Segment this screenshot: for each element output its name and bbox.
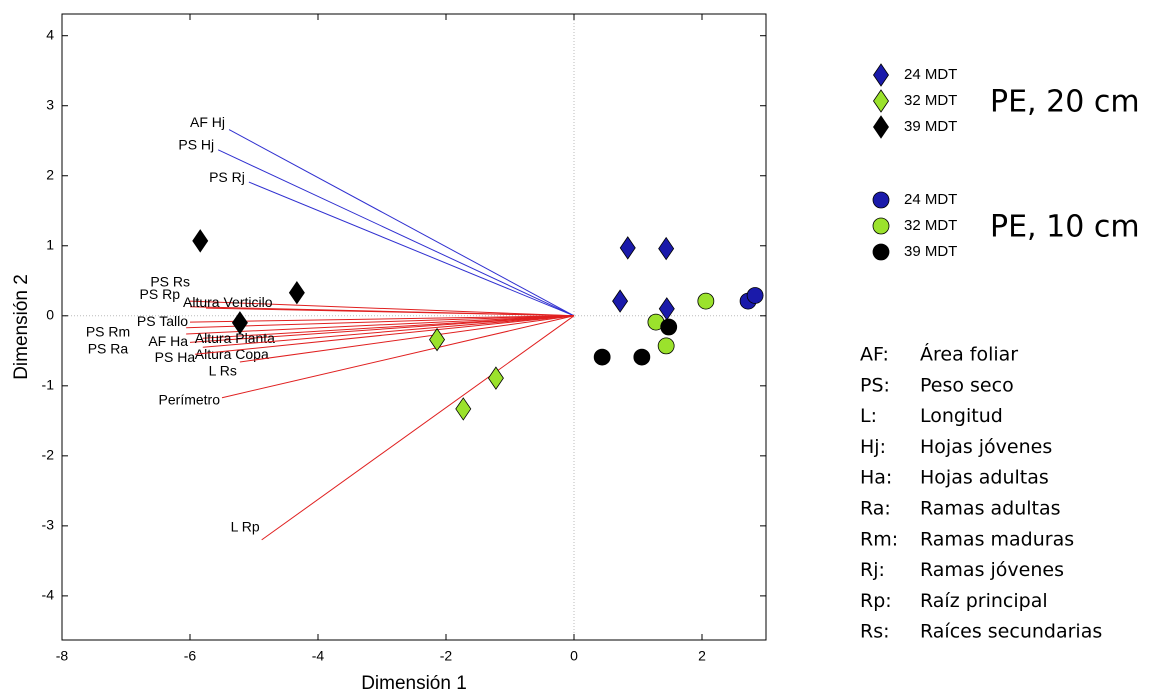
loading-vector <box>189 315 575 323</box>
glossary-abbr: Rm: <box>860 528 898 550</box>
vector-label: PS Rp <box>140 286 181 302</box>
glossary-abbr: Ha: <box>860 467 892 489</box>
point <box>746 287 764 304</box>
x-axis-title: Dimensión 1 <box>361 673 467 694</box>
point <box>612 289 629 313</box>
glossary-abbr: Ra: <box>860 498 891 520</box>
legend-label: 24 MDT <box>904 66 957 83</box>
loading-vector <box>189 315 575 343</box>
glossary-abbr: Rp: <box>860 590 892 612</box>
legend-group-title: PE, 20 cm <box>990 85 1140 120</box>
y-tick-label: -2 <box>42 447 55 463</box>
legend-label: 39 MDT <box>904 243 957 260</box>
plot-frame <box>61 13 767 641</box>
legend-marker <box>873 89 889 113</box>
legend-group-title: PE, 10 cm <box>990 210 1140 245</box>
glossary-meaning: Peso seco <box>920 374 1014 396</box>
glossary-meaning: Área foliar <box>920 343 1018 366</box>
glossary-meaning: Hojas jóvenes <box>920 436 1052 458</box>
x-tick-label: 0 <box>570 648 578 664</box>
point <box>192 229 209 253</box>
loading-vector <box>202 315 575 348</box>
vector-label: PS Rm <box>86 323 130 339</box>
glossary-abbr: PS: <box>860 374 890 396</box>
loading-vector <box>202 315 575 339</box>
glossary-meaning: Ramas jóvenes <box>920 559 1064 581</box>
x-tick-label: -8 <box>56 648 69 664</box>
point <box>660 318 678 336</box>
y-tick-label: 0 <box>46 306 54 322</box>
loading-vector <box>195 315 575 355</box>
loading-vector <box>228 129 575 317</box>
legend-label: 32 MDT <box>904 217 957 234</box>
legend-label: 39 MDT <box>904 118 957 135</box>
loading-vector <box>261 315 575 541</box>
point <box>658 236 675 261</box>
point <box>231 311 248 335</box>
y-axis-title: Dimensión 2 <box>11 274 32 380</box>
vector-label: L Rp <box>231 519 260 535</box>
y-tick-label: -1 <box>42 377 55 393</box>
point <box>633 348 651 366</box>
vector-label: AF Ha <box>148 333 188 349</box>
vector-label: AF Hj <box>190 114 225 130</box>
point <box>455 397 472 421</box>
glossary-meaning: Ramas maduras <box>920 528 1074 550</box>
point <box>487 366 504 390</box>
loading-vector <box>217 149 575 317</box>
vector-label: PS Rs <box>150 273 190 289</box>
loading-vector <box>248 181 575 317</box>
glossary-abbr: Rj: <box>860 559 885 581</box>
vector-label: PS Ra <box>88 341 129 357</box>
loading-vector <box>189 300 575 317</box>
glossary-meaning: Raíz principal <box>920 590 1048 612</box>
vector-label: Altura Verticilo <box>183 294 273 310</box>
glossary-abbr: Hj: <box>860 436 886 458</box>
point <box>429 327 446 352</box>
loading-vector <box>205 307 575 317</box>
glossary-abbr: AF: <box>860 344 889 366</box>
point <box>657 337 675 355</box>
glossary-meaning: Longitud <box>920 405 1003 427</box>
x-tick-label: -2 <box>440 648 453 664</box>
glossary-meaning: Raíces secundarias <box>920 621 1102 643</box>
legend-label: 32 MDT <box>904 92 957 109</box>
point <box>593 348 611 366</box>
legend-marker <box>873 115 889 139</box>
vector-label: PS Hj <box>178 137 214 153</box>
loading-vector <box>239 315 575 363</box>
glossary-abbr: L: <box>860 405 877 427</box>
legend-marker <box>872 243 890 261</box>
y-tick-label: 4 <box>46 26 54 42</box>
y-tick-label: 3 <box>46 96 54 112</box>
point <box>697 292 715 310</box>
loading-vector <box>186 315 575 329</box>
loading-vector <box>221 315 575 399</box>
vector-label: PS Rj <box>209 169 245 185</box>
legend-marker <box>872 217 890 235</box>
y-tick-label: 1 <box>46 236 54 252</box>
y-tick-label: 2 <box>46 166 54 182</box>
x-tick-label: -6 <box>184 648 197 664</box>
legend-marker <box>872 191 890 209</box>
glossary-abbr: Rs: <box>860 621 890 643</box>
glossary-meaning: Hojas adultas <box>920 467 1049 489</box>
legend-label: 24 MDT <box>904 191 957 208</box>
vector-label: L Rs <box>209 363 237 379</box>
point <box>619 236 636 260</box>
x-tick-label: -4 <box>312 648 325 664</box>
y-tick-label: -3 <box>42 517 55 533</box>
x-tick-label: 2 <box>698 648 706 664</box>
legend-marker <box>873 63 889 87</box>
vector-label: Altura Copa <box>195 346 269 362</box>
vector-label: Perímetro <box>159 391 221 407</box>
loading-vector <box>186 315 575 335</box>
vector-label: PS Ha <box>155 349 196 365</box>
vector-label: Altura Planta <box>195 330 275 346</box>
glossary-meaning: Ramas adultas <box>920 498 1061 520</box>
point <box>288 280 305 305</box>
vector-label: PS Tallo <box>137 313 188 329</box>
y-tick-label: -4 <box>42 587 55 603</box>
